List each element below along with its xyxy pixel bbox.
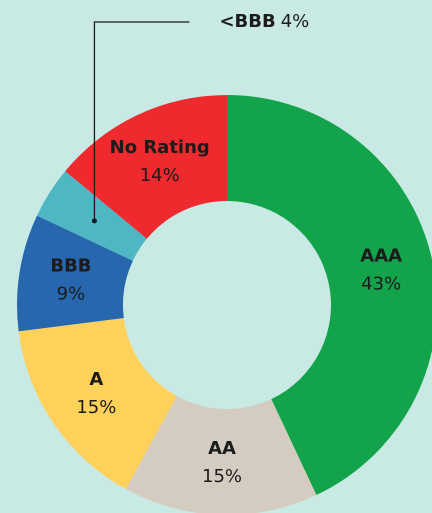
value-label: 14% <box>140 165 180 186</box>
category-label: No Rating <box>110 137 210 158</box>
category-label: AAA <box>360 246 402 267</box>
category-label: A <box>89 369 103 390</box>
slice <box>125 396 317 513</box>
slice <box>18 318 177 490</box>
slice <box>227 95 432 496</box>
value-label: 15% <box>202 466 242 487</box>
value-label: 4% <box>281 11 310 32</box>
value-label: 15% <box>76 397 116 418</box>
labels: AAA 43% AA 15% A 15% BBB 9% <BBB 4% No Rating 14% <box>50 11 402 487</box>
slice <box>17 215 133 332</box>
category-label: BBB <box>50 255 91 276</box>
callout-label: <BBB 4% <box>219 11 309 32</box>
category-label: AA <box>208 438 236 459</box>
slice <box>36 171 147 261</box>
category-label: <BBB <box>219 11 275 32</box>
value-label: 9% <box>57 283 86 304</box>
value-label: 43% <box>361 274 401 295</box>
slices <box>17 95 432 513</box>
leader-line <box>93 21 190 221</box>
slice <box>65 95 227 239</box>
